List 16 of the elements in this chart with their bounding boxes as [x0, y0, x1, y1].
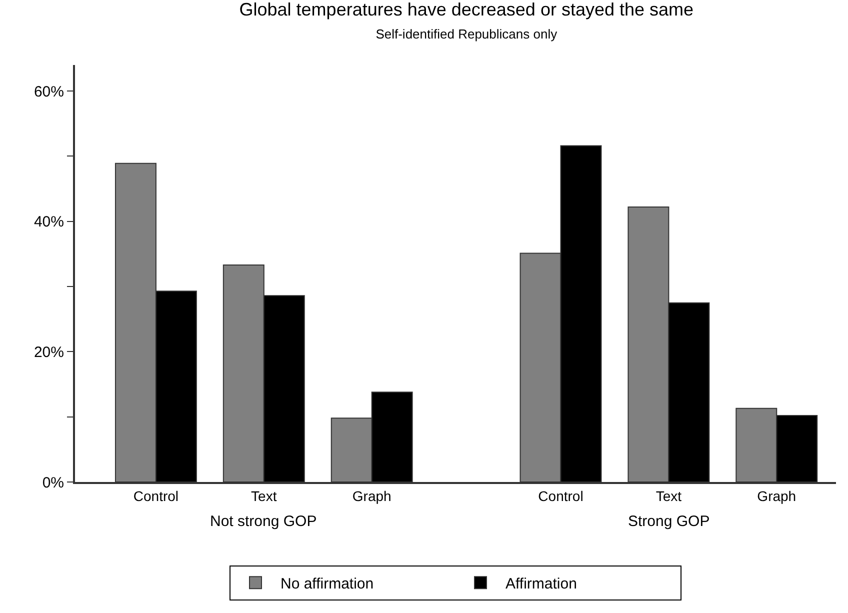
- legend-label: Affirmation: [506, 576, 577, 592]
- legend-label: No affirmation: [280, 576, 374, 592]
- x-tick-label: Text: [251, 488, 277, 504]
- x-tick-label: Control: [133, 488, 179, 504]
- x-tick-label: Control: [538, 488, 584, 504]
- text: Strong GOP: [628, 513, 710, 530]
- y-tick-label: 20%: [34, 344, 64, 361]
- y-tick-label: 60%: [34, 83, 64, 100]
- x-tick-label: Graph: [757, 488, 796, 504]
- chart-title: Global temperatures have decreased or stayed the same: [239, 0, 694, 20]
- y-tick-label: 0%: [42, 474, 64, 492]
- y-tick-label: 40%: [34, 214, 64, 231]
- chart-subtitle: Self-identified Republicans only: [376, 26, 558, 42]
- text: Not strong GOP: [210, 513, 317, 530]
- x-tick-label: Graph: [352, 488, 392, 504]
- x-tick-label: Text: [656, 488, 682, 504]
